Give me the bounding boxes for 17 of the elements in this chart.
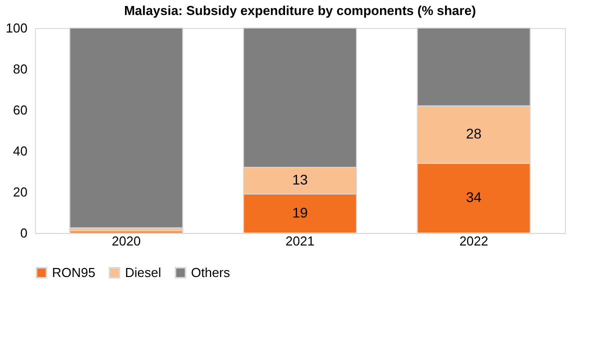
legend-label: Diesel xyxy=(125,264,162,280)
y-tick-label: 20 xyxy=(13,184,28,200)
y-tick-label: 0 xyxy=(20,226,28,240)
x-tick-label: 2022 xyxy=(459,234,488,248)
y-tick-label: 100 xyxy=(6,20,28,36)
chart-title: Malaysia: Subsidy expenditure by components (% share) xyxy=(124,3,476,18)
data-label: 13 xyxy=(292,172,308,188)
x-tick-label: 2021 xyxy=(286,234,314,248)
y-tick-label: 40 xyxy=(13,144,28,158)
legend-label: Others xyxy=(191,264,231,280)
data-label: 19 xyxy=(292,204,308,221)
y-tick-label: 80 xyxy=(13,62,28,76)
data-label: 28 xyxy=(466,126,482,142)
y-tick-label: 60 xyxy=(13,102,28,118)
legend-label: RON95 xyxy=(52,264,96,280)
data-label: 34 xyxy=(466,189,482,206)
x-tick-label: 2020 xyxy=(112,234,141,248)
